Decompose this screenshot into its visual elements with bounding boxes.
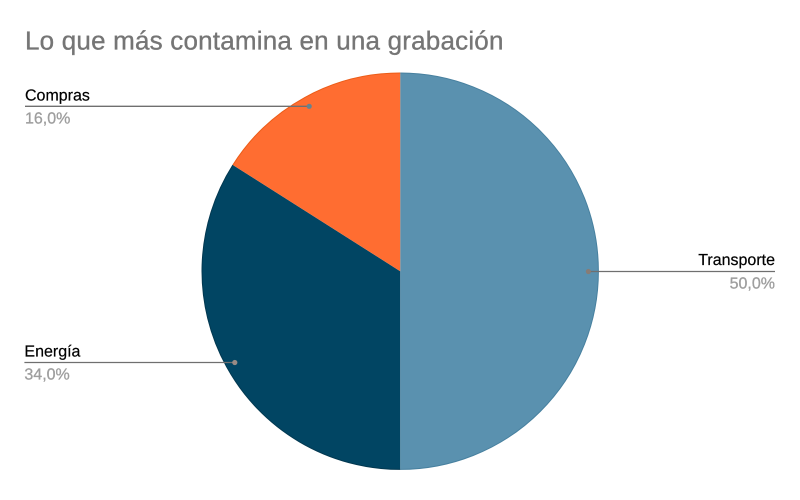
svg-text:Lo que más contamina en una gr: Lo que más contamina en una grabación	[25, 25, 504, 55]
svg-text:Energía: Energía	[24, 343, 80, 360]
svg-text:34,0%: 34,0%	[24, 367, 69, 384]
svg-text:Transporte: Transporte	[698, 252, 775, 269]
svg-text:50,0%: 50,0%	[730, 275, 775, 292]
svg-text:16,0%: 16,0%	[25, 110, 70, 127]
svg-text:Compras: Compras	[25, 88, 90, 105]
